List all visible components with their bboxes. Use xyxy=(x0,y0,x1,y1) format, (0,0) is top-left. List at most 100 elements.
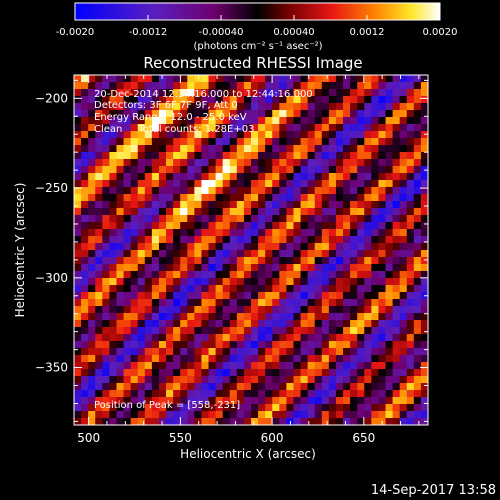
heatmap-cell xyxy=(173,306,181,314)
heatmap-cell xyxy=(81,194,89,202)
heatmap-cell xyxy=(130,103,139,111)
heatmap-cell xyxy=(300,110,309,118)
heatmap-cell xyxy=(243,243,252,251)
heatmap-cell xyxy=(293,173,301,181)
heatmap-cell xyxy=(173,89,181,97)
heatmap-cell xyxy=(109,194,117,202)
heatmap-cell xyxy=(166,348,174,356)
heatmap-cell xyxy=(335,89,344,97)
heatmap-cell xyxy=(158,376,167,384)
heatmap-cell xyxy=(81,208,89,216)
heatmap-cell xyxy=(357,264,365,272)
heatmap-cell xyxy=(194,208,202,216)
heatmap-cell xyxy=(130,341,139,349)
heatmap-cell xyxy=(258,404,266,412)
heatmap-cell xyxy=(406,124,415,132)
heatmap-cell xyxy=(116,131,124,139)
heatmap-cell xyxy=(194,75,202,83)
heatmap-cell xyxy=(229,194,238,202)
heatmap-cell xyxy=(258,159,266,167)
heatmap-cell xyxy=(243,313,252,321)
heatmap-cell xyxy=(151,418,160,426)
heatmap-cell xyxy=(88,299,96,307)
heatmap-cell xyxy=(81,236,89,244)
heatmap-cell xyxy=(144,201,153,209)
heatmap-cell xyxy=(74,390,82,398)
heatmap-cell xyxy=(158,166,167,174)
heatmap-cell xyxy=(413,117,422,125)
heatmap-cell xyxy=(399,355,408,363)
heatmap-cell xyxy=(166,159,174,167)
heatmap-cell xyxy=(378,145,386,153)
heatmap-cell xyxy=(187,194,195,202)
heatmap-cell xyxy=(88,110,96,118)
heatmap-cell xyxy=(116,264,124,272)
heatmap-cell xyxy=(95,173,103,181)
heatmap-cell xyxy=(357,341,365,349)
heatmap-cell xyxy=(109,145,117,153)
heatmap-cell xyxy=(258,306,266,314)
heatmap-cell xyxy=(328,397,337,405)
heatmap-cell xyxy=(328,145,337,153)
heatmap-cell xyxy=(173,75,181,83)
heatmap-cell xyxy=(392,334,401,342)
heatmap-cell xyxy=(109,383,117,391)
heatmap-cell xyxy=(130,369,139,377)
heatmap-cell xyxy=(102,397,110,405)
heatmap-cell xyxy=(364,418,372,426)
heatmap-cell xyxy=(300,278,309,286)
heatmap-cell xyxy=(187,299,195,307)
heatmap-cell xyxy=(357,271,365,279)
heatmap-cell xyxy=(265,299,273,307)
heatmap-cell xyxy=(144,383,153,391)
detectors-annotation: Detectors: 3F 6F 7F 9F, Att 0 xyxy=(94,100,238,111)
heatmap-cell xyxy=(385,166,393,174)
heatmap-cell xyxy=(109,278,117,286)
heatmap-cell xyxy=(130,264,139,272)
heatmap-cell xyxy=(123,285,132,293)
heatmap-cell xyxy=(343,173,351,181)
heatmap-cell xyxy=(293,187,301,195)
heatmap-cell xyxy=(236,264,245,272)
heatmap-cell xyxy=(258,362,266,370)
heatmap-cell xyxy=(208,243,216,251)
heatmap-cell xyxy=(229,124,238,132)
heatmap-cell xyxy=(321,285,330,293)
heatmap-cell xyxy=(420,299,429,307)
heatmap-cell xyxy=(364,159,372,167)
heatmap-cell xyxy=(109,236,117,244)
heatmap-cell xyxy=(194,264,202,272)
heatmap-cell xyxy=(151,152,160,160)
heatmap-cell xyxy=(251,117,259,125)
heatmap-cell xyxy=(229,369,238,377)
heatmap-cell xyxy=(343,369,351,377)
heatmap-cell xyxy=(406,117,415,125)
heatmap-cell xyxy=(158,131,167,139)
heatmap-cell xyxy=(251,131,259,139)
heatmap-cell xyxy=(109,103,117,111)
heatmap-cell xyxy=(187,201,195,209)
heatmap-cell xyxy=(328,404,337,412)
heatmap-cell xyxy=(343,180,351,188)
heatmap-cell xyxy=(307,355,316,363)
heatmap-cell xyxy=(300,397,309,405)
heatmap-cell xyxy=(130,75,139,83)
heatmap-cell xyxy=(151,250,160,258)
heatmap-cell xyxy=(328,250,337,258)
heatmap-cell xyxy=(420,124,429,132)
heatmap-cell xyxy=(364,292,372,300)
heatmap-cell xyxy=(378,117,386,125)
heatmap-cell xyxy=(95,180,103,188)
heatmap-cell xyxy=(364,271,372,279)
heatmap-cell xyxy=(74,278,82,286)
heatmap-cell xyxy=(413,208,422,216)
heatmap-cell xyxy=(144,187,153,195)
heatmap-cell xyxy=(201,180,209,188)
heatmap-cell xyxy=(314,257,323,265)
heatmap-cell xyxy=(137,208,146,216)
heatmap-cell xyxy=(187,292,195,300)
heatmap-cell xyxy=(265,369,273,377)
heatmap-cell xyxy=(286,229,294,237)
heatmap-cell xyxy=(194,320,202,328)
heatmap-cell xyxy=(130,355,139,363)
